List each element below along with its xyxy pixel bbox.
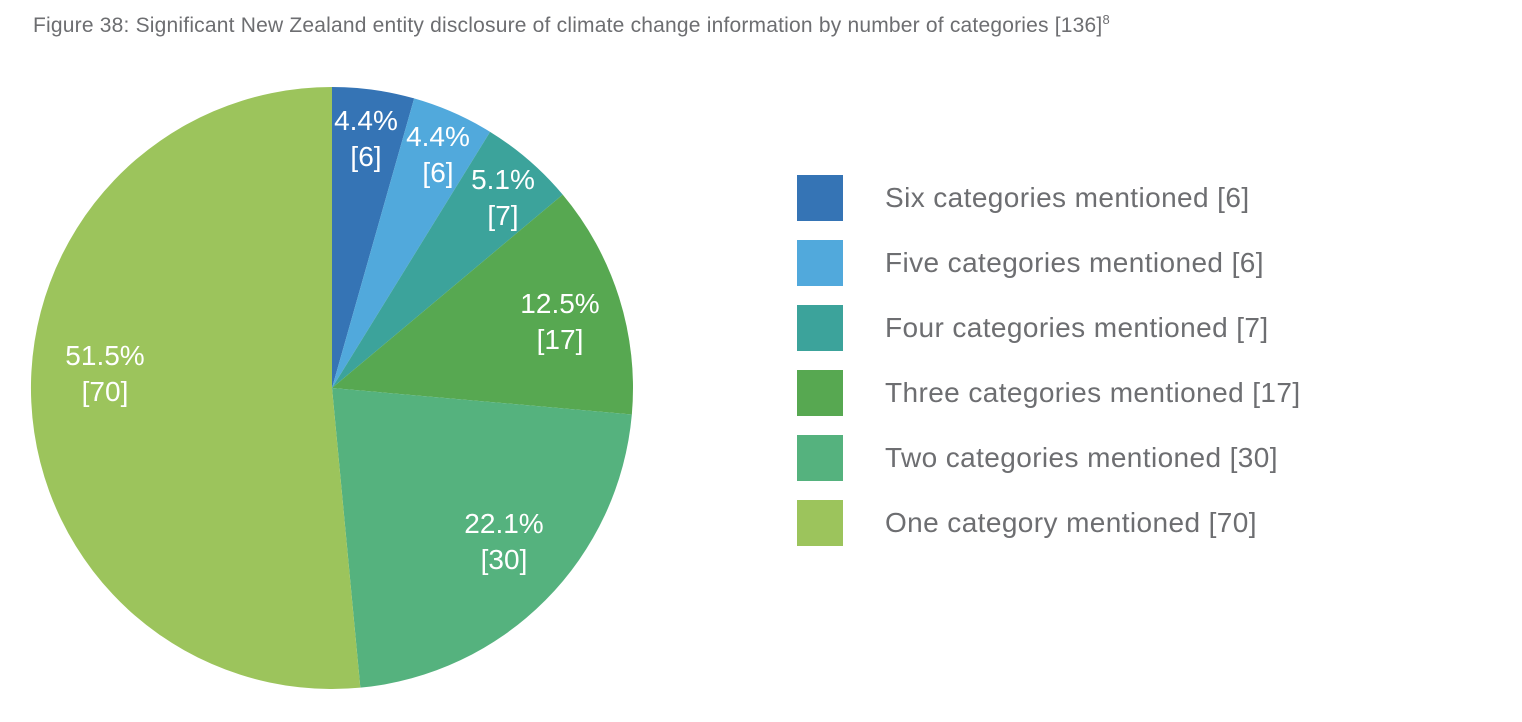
legend-item-six-categories: Six categories mentioned [6] [797,175,1301,221]
legend-label-one-category: One category mentioned [70] [885,507,1257,538]
legend-item-three-categories: Three categories mentioned [17] [797,370,1301,416]
legend-swatch-three-categories [797,370,843,416]
legend-swatch-one-category [797,500,843,546]
pie-slice-two-categories [332,388,632,688]
pie-slice-six-categories [332,87,415,388]
legend-label-three-categories: Three categories mentioned [17] [885,377,1301,408]
pie-slice-label-two-categories: 22.1% [30] [464,508,543,575]
legend-swatch-four-categories [797,305,843,351]
chart-legend: Six categories mentioned [6] Five categor… [797,175,1301,565]
figure-title: Figure 38: Significant New Zealand entit… [33,12,1110,38]
pie-slice-label-one-category: 51.5% [70] [65,340,144,407]
legend-swatch-six-categories [797,175,843,221]
figure-title-text: Figure 38: Significant New Zealand entit… [33,14,1103,37]
legend-label-two-categories: Two categories mentioned [30] [885,442,1278,473]
pie-slice-five-categories [332,98,491,389]
legend-label-five-categories: Five categories mentioned [6] [885,247,1264,278]
legend-label-six-categories: Six categories mentioned [6] [885,182,1250,213]
pie-slice-four-categories [332,131,563,388]
legend-swatch-two-categories [797,435,843,481]
pie-slice-label-six-categories: 4.4% [6] [334,105,398,172]
pie-slice-label-five-categories: 4.4% [6] [406,121,470,188]
figure-title-footnote-marker: 8 [1102,12,1110,27]
legend-item-four-categories: Four categories mentioned [7] [797,305,1301,351]
legend-swatch-five-categories [797,240,843,286]
legend-item-five-categories: Five categories mentioned [6] [797,240,1301,286]
pie-slice-label-three-categories: 12.5% [17] [520,288,599,355]
pie-slice-three-categories [332,194,634,415]
legend-item-two-categories: Two categories mentioned [30] [797,435,1301,481]
pie-slice-label-four-categories: 5.1% [7] [471,164,535,231]
legend-item-one-category: One category mentioned [70] [797,500,1301,546]
pie-slice-one-category [30,87,361,689]
legend-label-four-categories: Four categories mentioned [7] [885,312,1269,343]
